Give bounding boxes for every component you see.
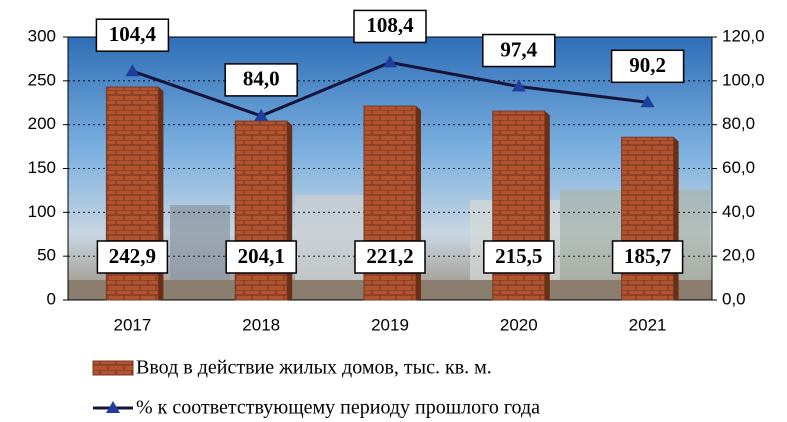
bar-value-label: 185,7	[624, 244, 671, 268]
line-value-label: 104,4	[109, 22, 157, 46]
y-tick-label: 200	[28, 114, 56, 133]
y-tick-label: 0	[47, 289, 56, 308]
bar	[622, 137, 674, 300]
y2-tick-label: 100,0	[722, 70, 765, 89]
bar-value-label: 204,1	[238, 244, 285, 268]
legend-label: % к соответствующему периоду прошлого го…	[136, 397, 540, 419]
line-value-label: 90,2	[629, 53, 666, 77]
bar-shadow	[674, 137, 679, 300]
legend-label: Ввод в действие жилых домов, тыс. кв. м.	[136, 357, 492, 379]
y2-tick-label: 120,0	[722, 26, 765, 45]
y2-tick-label: 0,0	[722, 289, 746, 308]
x-tick-label: 2018	[242, 315, 280, 334]
x-tick-label: 2021	[629, 315, 667, 334]
y2-tick-label: 80,0	[722, 114, 755, 133]
bar-value-label: 221,2	[366, 244, 413, 268]
chart: 0 50 100 150 200 250 300 0,0 20,0 40,0 60,0 80,0 100…	[0, 0, 787, 422]
x-tick-label: 2019	[371, 315, 409, 334]
x-tick-label: 2020	[500, 315, 538, 334]
y2-tick-label: 60,0	[722, 158, 755, 177]
x-tick-label: 2017	[113, 315, 151, 334]
line-value-label: 108,4	[366, 13, 414, 37]
y2-tick-label: 40,0	[722, 202, 755, 221]
y-tick-label: 300	[28, 26, 56, 45]
y-tick-label: 150	[28, 158, 56, 177]
y2-tick-label: 20,0	[722, 246, 755, 265]
line-value-label: 97,4	[500, 37, 537, 61]
legend-swatch	[93, 361, 133, 375]
line-value-label: 84,0	[243, 67, 280, 91]
bar-value-label: 242,9	[109, 244, 156, 268]
bar-value-label: 215,5	[495, 244, 542, 268]
y-tick-label: 50	[37, 246, 56, 265]
y-tick-label: 100	[28, 202, 56, 221]
y-tick-label: 250	[28, 70, 56, 89]
